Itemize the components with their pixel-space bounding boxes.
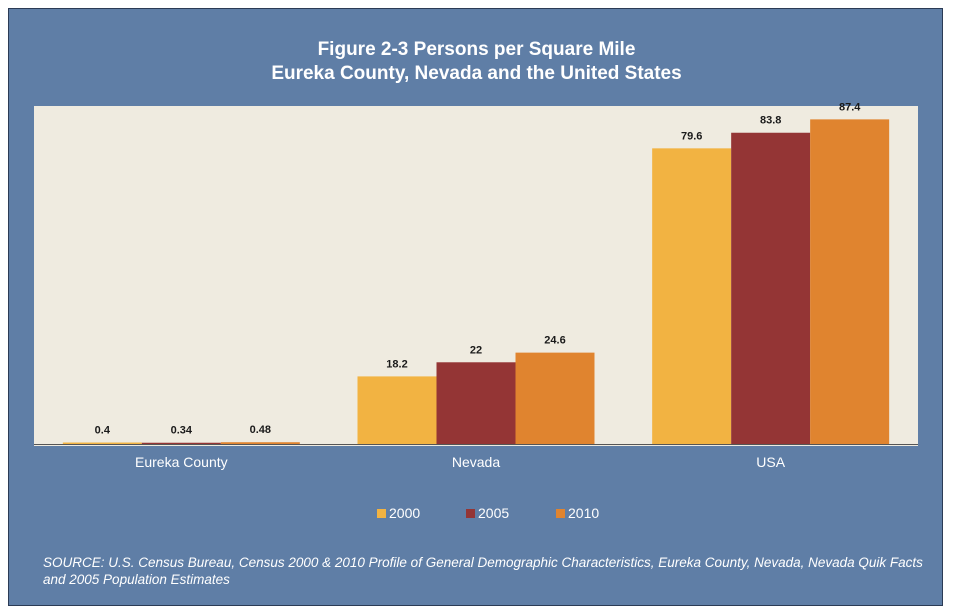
x-tick-label-nevada: Nevada bbox=[452, 454, 500, 470]
bar-2005-nevada bbox=[436, 362, 516, 444]
data-label-2000-eureka-county: 0.4 bbox=[95, 425, 111, 437]
legend-swatch-2000 bbox=[377, 508, 386, 518]
data-label-2005-eureka-county: 0.34 bbox=[171, 425, 193, 437]
chart-title: Figure 2-3 Persons per Square Mile bbox=[317, 39, 636, 60]
legend-swatch-2010 bbox=[556, 508, 565, 518]
data-label-2010-nevada: 24.6 bbox=[544, 335, 565, 347]
data-label-2000-nevada: 18.2 bbox=[386, 358, 407, 370]
bar-2010-nevada bbox=[515, 352, 595, 444]
x-tick-label-usa: USA bbox=[756, 454, 785, 470]
data-label-2010-eureka-county: 0.48 bbox=[250, 424, 271, 436]
data-label-2010-usa: 87.4 bbox=[839, 101, 861, 113]
bar-2010-usa bbox=[810, 119, 890, 444]
bar-2010-eureka-county bbox=[220, 442, 300, 444]
legend: 2000 2005 2010 bbox=[0, 503, 953, 523]
legend-item-2005: 2005 bbox=[466, 503, 509, 523]
source-note: SOURCE: U.S. Census Bureau, Census 2000 … bbox=[43, 555, 923, 587]
legend-label-2010: 2010 bbox=[568, 505, 600, 521]
bar-2000-nevada bbox=[357, 376, 437, 444]
bar-2005-eureka-county bbox=[141, 442, 221, 444]
chart-subtitle: Eureka County, Nevada and the United Sta… bbox=[271, 63, 682, 84]
data-label-2005-usa: 83.8 bbox=[760, 115, 781, 127]
data-label-2000-usa: 79.6 bbox=[681, 130, 702, 142]
legend-label-2000: 2000 bbox=[389, 505, 421, 521]
data-label-2005-nevada: 22 bbox=[470, 344, 482, 356]
x-tick-label-eureka-county: Eureka County bbox=[135, 454, 228, 470]
legend-label-2005: 2005 bbox=[478, 505, 510, 521]
legend-item-2010: 2010 bbox=[556, 503, 599, 523]
bar-2000-usa bbox=[652, 148, 732, 445]
legend-swatch-2005 bbox=[466, 508, 475, 518]
legend-item-2000: 2000 bbox=[377, 503, 420, 523]
bar-2005-usa bbox=[731, 132, 811, 444]
bar-2000-eureka-county bbox=[62, 442, 142, 444]
